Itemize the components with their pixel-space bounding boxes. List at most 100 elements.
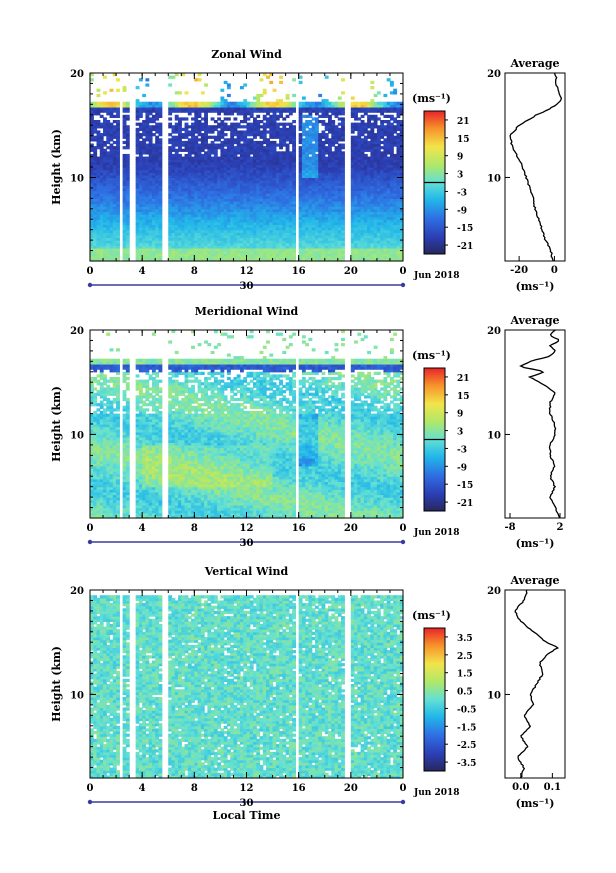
heatmap-cell [155, 112, 160, 116]
heatmap-cell [376, 91, 381, 95]
heatmap-cell [168, 112, 173, 116]
heatmap-cell [236, 106, 241, 111]
heatmap-cell [194, 203, 199, 207]
heatmap-cell [103, 198, 107, 202]
heatmap-cell [223, 232, 228, 236]
heatmap-cell [249, 211, 254, 215]
heatmap-cell [217, 135, 222, 139]
heatmap-cell [223, 148, 228, 152]
heatmap-cell [151, 232, 156, 236]
heatmap-cell [171, 153, 176, 158]
heatmap-cell [103, 245, 107, 249]
heatmap-cell [184, 216, 189, 220]
heatmap-cell [155, 114, 160, 118]
heatmap-cell [236, 224, 241, 228]
heatmap-cell [181, 133, 186, 137]
heatmap-cell [135, 86, 140, 90]
heatmap-cell [106, 122, 111, 126]
heatmap-cell [103, 148, 107, 152]
heatmap-cell [99, 114, 104, 118]
heatmap-cell [171, 143, 176, 147]
heatmap-cell [116, 161, 120, 165]
heatmap-cell [197, 245, 202, 249]
heatmap-cell [204, 83, 208, 87]
heatmap-cell [145, 219, 150, 223]
heatmap-cell [243, 198, 248, 202]
heatmap-cell [194, 148, 199, 152]
heatmap-cell [109, 253, 114, 257]
heatmap-cell [187, 164, 192, 168]
heatmap-cell [223, 219, 228, 223]
heatmap-cell [168, 247, 173, 252]
heatmap-cell [174, 117, 179, 121]
heatmap-cell [239, 86, 244, 90]
heatmap-cell [204, 106, 208, 111]
heatmap-cell [145, 208, 150, 212]
heatmap-cell [210, 101, 215, 105]
heatmap-cell [181, 190, 186, 194]
heatmap-cell [236, 180, 241, 184]
heatmap-cell [213, 109, 218, 113]
heatmap-cell [210, 247, 215, 252]
heatmap-cell [142, 140, 147, 145]
heatmap-cell [171, 104, 176, 108]
heatmap-cell [204, 138, 208, 142]
heatmap-cell [151, 250, 156, 254]
heatmap-cell [236, 138, 241, 142]
heatmap-cell [226, 164, 231, 168]
heatmap-cell [226, 185, 231, 189]
heatmap-cell [213, 234, 218, 239]
heatmap-cell [155, 148, 160, 152]
heatmap-cell [217, 200, 222, 205]
heatmap-cell [142, 221, 147, 226]
heatmap-cell [178, 133, 182, 137]
heatmap-cell [207, 159, 212, 163]
heatmap-cell [103, 242, 107, 246]
heatmap-cell [249, 130, 254, 134]
heatmap-cell [243, 224, 248, 228]
heatmap-cell [96, 185, 101, 189]
heatmap-cell [213, 198, 218, 202]
heatmap-cell [178, 208, 182, 212]
heatmap-cell [256, 198, 261, 202]
heatmap-cell [272, 88, 277, 92]
heatmap-cell [204, 208, 208, 212]
heatmap-cell [112, 169, 117, 173]
heatmap-cell [239, 182, 244, 186]
heatmap-cell [200, 200, 205, 205]
heatmap-cell [174, 114, 179, 118]
heatmap-cell [116, 219, 120, 223]
heatmap-cell [103, 127, 107, 132]
heatmap-cell [187, 140, 192, 145]
heatmap-cell [217, 198, 222, 202]
heatmap-cell [230, 193, 235, 197]
heatmap-cell [207, 167, 212, 171]
heatmap-cell [109, 234, 114, 239]
heatmap-cell [103, 133, 107, 137]
heatmap-cell [142, 214, 147, 218]
heatmap-cell [174, 164, 179, 168]
heatmap-cell [106, 106, 111, 111]
heatmap-cell [99, 237, 104, 241]
heatmap-cell [178, 229, 182, 233]
heatmap-cell [148, 203, 153, 207]
heatmap-cell [145, 190, 150, 194]
heatmap-cell [103, 216, 107, 220]
heatmap-cell [187, 161, 192, 165]
heatmap-cell [243, 151, 248, 155]
heatmap-cell [230, 206, 235, 210]
heatmap-cell [178, 127, 182, 132]
heatmap-cell [158, 156, 163, 160]
heatmap-cell [213, 148, 218, 152]
heatmap-cell [204, 159, 208, 163]
heatmap-cell [99, 255, 104, 259]
heatmap-cell [109, 146, 114, 150]
heatmap-cell [239, 237, 244, 241]
heatmap-cell [249, 247, 254, 252]
heatmap-cell [213, 127, 218, 132]
heatmap-cell [122, 159, 127, 163]
heatmap-cell [145, 138, 150, 142]
heatmap-cell [135, 208, 140, 212]
heatmap-cell [135, 130, 140, 134]
heatmap-cell [90, 167, 94, 171]
